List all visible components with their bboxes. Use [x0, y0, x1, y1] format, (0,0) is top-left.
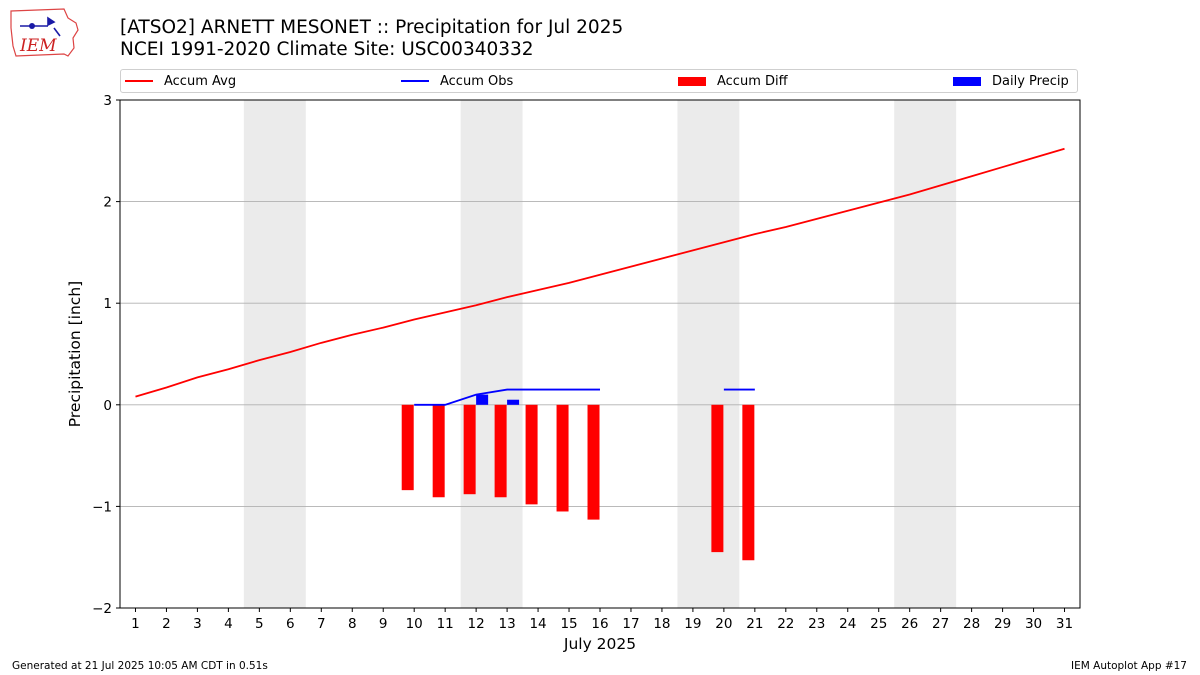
generated-timestamp: Generated at 21 Jul 2025 10:05 AM CDT in… — [12, 660, 268, 672]
x-tick-label: 28 — [963, 616, 980, 632]
x-tick-label: 3 — [193, 616, 202, 632]
legend-swatch — [953, 76, 981, 86]
weather-vane-icon — [20, 16, 61, 37]
x-tick-label: 26 — [901, 616, 918, 632]
chart-subtitle: NCEI 1991-2020 Climate Site: USC00340332 — [120, 39, 534, 60]
x-tick-label: 2 — [162, 616, 171, 632]
x-tick-label: 24 — [839, 616, 856, 632]
x-tick-label: 25 — [870, 616, 887, 632]
y-tick-label: 2 — [103, 195, 112, 211]
x-tick-label: 10 — [406, 616, 423, 632]
y-tick-label: 0 — [103, 398, 112, 414]
accum-diff-bar — [463, 404, 476, 495]
y-tick-label: −1 — [92, 499, 112, 515]
x-tick-label: 7 — [317, 616, 326, 632]
x-tick-label: 30 — [1025, 616, 1042, 632]
legend-label: Accum Avg — [164, 73, 237, 89]
legend-item-accum-diff: Accum Diff — [678, 70, 788, 92]
legend-item-accum-avg: Accum Avg — [125, 70, 236, 92]
legend-swatch — [125, 80, 153, 82]
iem-logo: IEM — [10, 8, 79, 57]
x-tick-label: 13 — [499, 616, 516, 632]
legend-label: Accum Diff — [717, 73, 788, 89]
x-tick-label: 8 — [348, 616, 357, 632]
accum-avg-line — [135, 147, 1065, 398]
x-tick-label: 15 — [560, 616, 577, 632]
accum-diff-bar — [587, 404, 600, 520]
accum-obs-line — [414, 388, 600, 406]
accum-diff-bar — [401, 404, 414, 491]
daily-precip-bar — [476, 394, 489, 405]
x-tick-label: 11 — [437, 616, 454, 632]
x-tick-label: 22 — [777, 616, 794, 632]
x-tick-label: 6 — [286, 616, 295, 632]
x-tick-label: 31 — [1056, 616, 1073, 632]
accum-diff-bar — [711, 404, 724, 553]
accum-diff-bar — [742, 404, 755, 561]
weekend-shade — [460, 100, 523, 608]
legend-label: Accum Obs — [440, 73, 514, 89]
y-tick-label: −2 — [92, 601, 112, 617]
x-tick-label: 23 — [808, 616, 825, 632]
chart-legend: Accum Avg Accum Obs Accum Diff Daily Pre… — [120, 69, 1078, 93]
x-axis-label: July 2025 — [563, 635, 636, 653]
y-axis-label: Precipitation [inch] — [66, 281, 84, 427]
legend-label: Daily Precip — [992, 73, 1069, 89]
x-tick-label: 17 — [622, 616, 639, 632]
weekend-shade — [677, 100, 740, 608]
accum-diff-bar — [432, 404, 445, 498]
accum-diff-bar — [525, 404, 538, 505]
x-tick-label: 4 — [224, 616, 233, 632]
x-tick-label: 12 — [468, 616, 485, 632]
weekend-shade — [894, 100, 957, 608]
x-tick-label: 14 — [529, 616, 546, 632]
accum-diff-bar — [494, 404, 507, 498]
x-tick-label: 19 — [684, 616, 701, 632]
accum-diff-bar — [556, 404, 569, 512]
logo-text: IEM — [19, 36, 57, 56]
app-credit: IEM Autoplot App #17 — [1071, 660, 1187, 672]
iowa-map-outline — [10, 8, 79, 57]
legend-swatch — [401, 80, 429, 82]
legend-swatch — [678, 76, 706, 86]
x-tick-label: 18 — [653, 616, 670, 632]
x-tick-label: 9 — [379, 616, 388, 632]
y-tick-label: 3 — [103, 93, 112, 109]
x-tick-label: 16 — [591, 616, 608, 632]
legend-item-accum-obs: Accum Obs — [401, 70, 513, 92]
x-tick-label: 29 — [994, 616, 1011, 632]
daily-precip-bar — [507, 399, 520, 405]
x-tick-label: 21 — [746, 616, 763, 632]
x-tick-label: 27 — [932, 616, 949, 632]
chart-title: [ATSO2] ARNETT MESONET :: Precipitation … — [120, 17, 624, 38]
x-tick-label: 5 — [255, 616, 264, 632]
x-tick-label: 1 — [131, 616, 140, 632]
y-tick-label: 1 — [103, 296, 112, 312]
x-tick-label: 20 — [715, 616, 732, 632]
legend-item-daily-precip: Daily Precip — [953, 70, 1069, 92]
weekend-shade — [243, 100, 306, 608]
